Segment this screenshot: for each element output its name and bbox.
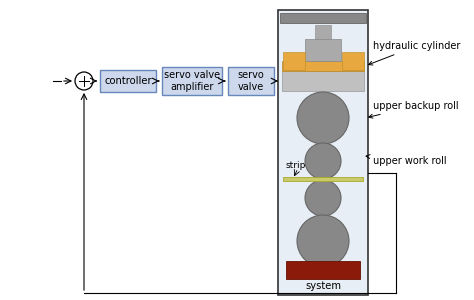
Bar: [286, 261, 360, 279]
Bar: [283, 177, 363, 181]
Text: servo valve
amplifier: servo valve amplifier: [164, 70, 220, 92]
Bar: [282, 71, 364, 91]
Circle shape: [305, 143, 341, 179]
Text: hydraulic cylinder: hydraulic cylinder: [369, 41, 460, 65]
Circle shape: [297, 215, 349, 267]
Text: upper backup roll: upper backup roll: [369, 101, 459, 118]
Text: system: system: [305, 281, 341, 291]
Bar: [228, 67, 274, 95]
Bar: [162, 67, 222, 95]
Text: servo
valve: servo valve: [237, 70, 264, 92]
Text: upper work roll: upper work roll: [366, 154, 447, 166]
Bar: [282, 61, 364, 71]
Circle shape: [305, 180, 341, 216]
Circle shape: [297, 92, 349, 144]
Text: controller: controller: [104, 76, 152, 86]
Bar: [342, 52, 364, 70]
Bar: [100, 70, 156, 92]
Bar: [283, 52, 305, 70]
Bar: [315, 25, 331, 39]
Bar: [280, 13, 366, 23]
Bar: [278, 10, 368, 295]
Bar: [305, 39, 341, 61]
Text: strip: strip: [286, 160, 306, 169]
